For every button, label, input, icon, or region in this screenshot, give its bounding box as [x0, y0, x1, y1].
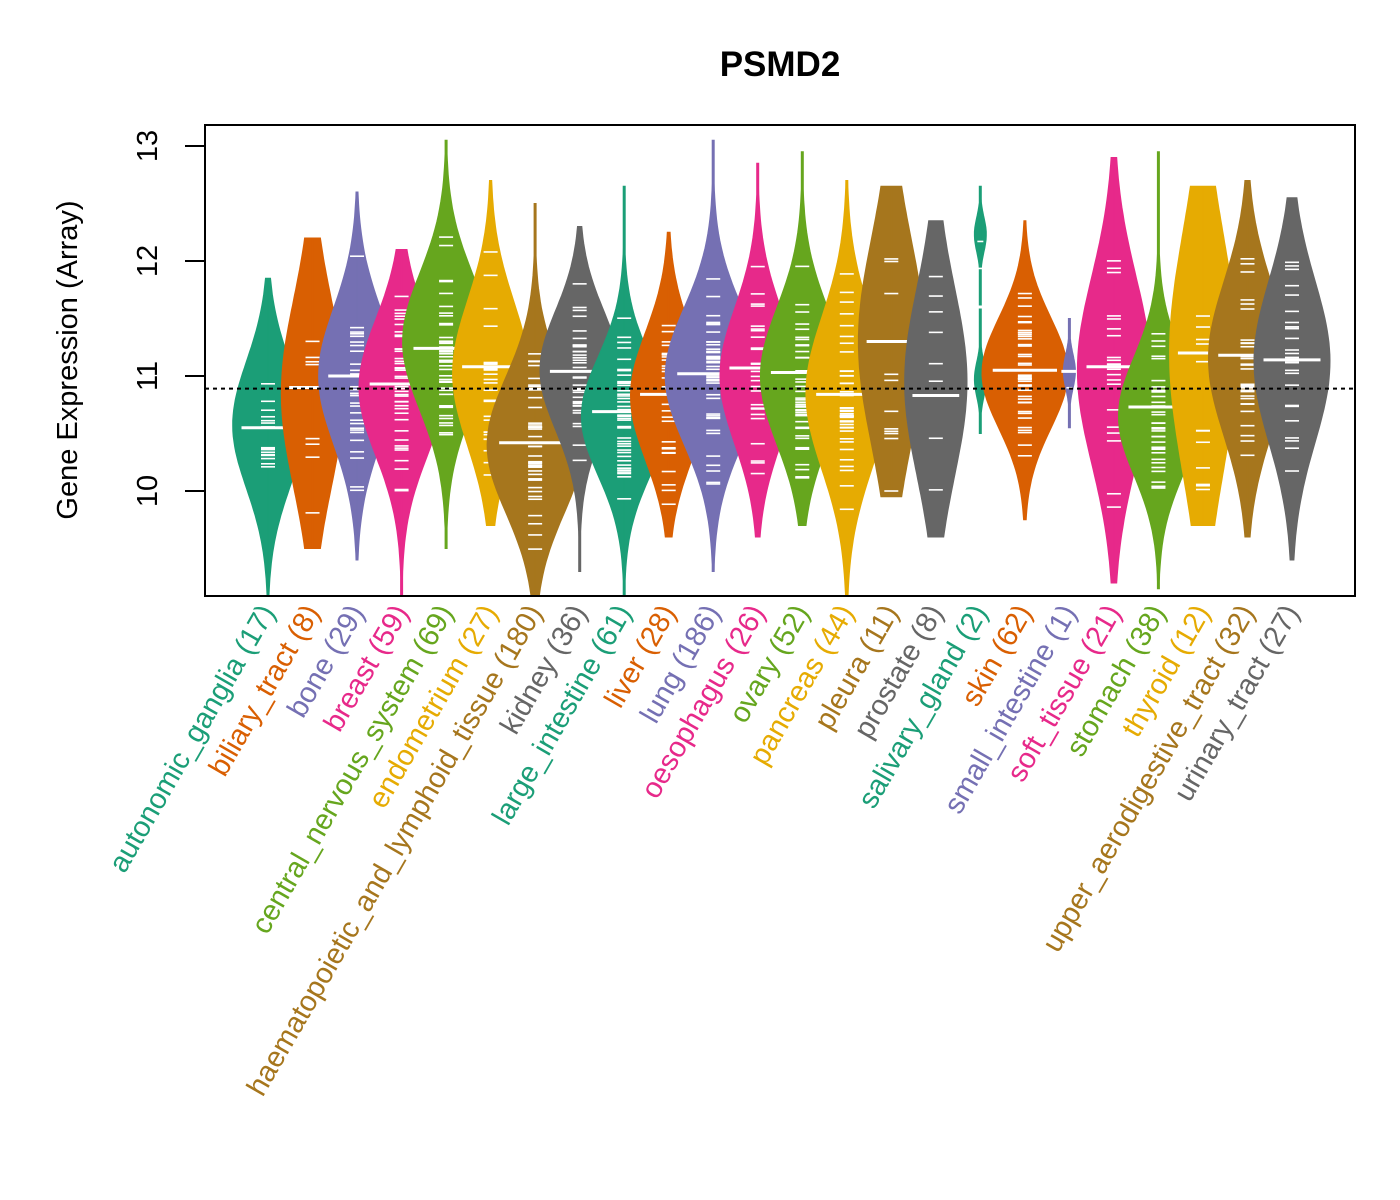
y-tick-label: 13	[132, 130, 164, 162]
violin-haematopoietic_and_lymphoid_tissue	[486, 203, 584, 595]
chart-title: PSMD2	[720, 45, 841, 84]
violin-urinary_tract	[1253, 197, 1331, 561]
violin-large_intestine	[580, 185, 668, 595]
y-tick-label: 10	[132, 475, 164, 507]
violin-bone	[318, 191, 397, 561]
violin-prostate	[904, 220, 968, 538]
y-axis: 10 11 12 13	[132, 130, 206, 507]
violin-stomach	[1117, 151, 1199, 590]
y-tick-label: 12	[132, 245, 164, 277]
violin-skin	[981, 220, 1069, 521]
violin-soft_tissue	[1076, 157, 1152, 584]
violins-group	[232, 139, 1331, 595]
violin-central_nervous_system	[402, 139, 490, 549]
y-axis-label: Gene Expression (Array)	[52, 200, 84, 519]
violin-small_intestine	[1061, 318, 1078, 429]
y-tick-label: 11	[132, 361, 164, 391]
x-axis-labels: autonomic_ganglia (17)biliary_tract (8)b…	[103, 600, 1306, 1102]
plot-frame	[204, 124, 1356, 597]
